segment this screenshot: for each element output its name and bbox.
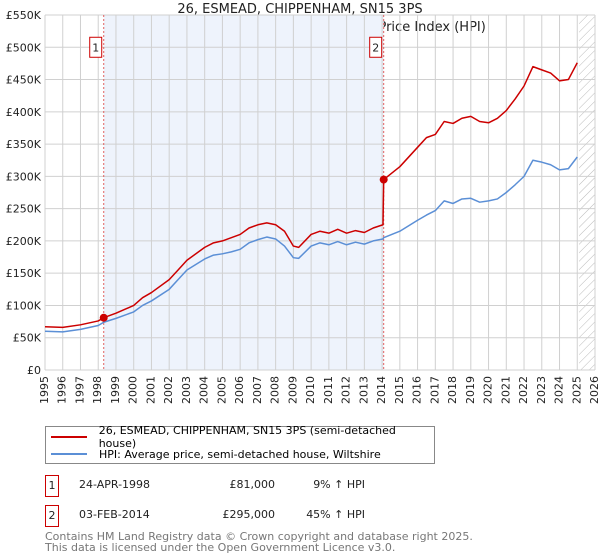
y-tick-label: £100K: [6, 299, 42, 312]
annotation-label: 2: [372, 41, 379, 54]
y-tick-label: £0: [27, 364, 41, 377]
x-tick-label: 2016: [411, 376, 424, 404]
x-tick-label: 2011: [322, 376, 335, 404]
legend: 26, ESMEAD, CHIPPENHAM, SN15 3PS (semi-d…: [45, 424, 435, 464]
x-tick-label: 2002: [162, 376, 175, 404]
y-tick-label: £450K: [6, 74, 42, 87]
transaction-badge: 1: [45, 475, 59, 497]
plot-area: 1995 1996 1997 1998 1999 2000 2001 2002 2003 2004…: [6, 9, 600, 404]
x-tick-label: 2008: [269, 376, 282, 404]
x-tick-label: 1995: [38, 376, 51, 404]
legend-item-hpi: HPI: Average price, semi-detached house,…: [46, 446, 381, 462]
x-tick-label: 2003: [180, 376, 193, 404]
annotation-box: [89, 36, 103, 58]
footer: Contains HM Land Registry data © Crown c…: [45, 531, 473, 553]
x-tick-label: 2024: [553, 376, 566, 404]
x-tick-label: 2014: [375, 376, 388, 404]
y-tick-label: £550K: [6, 9, 42, 22]
x-tick-label: 2020: [482, 376, 495, 404]
x-tick-label: 2018: [446, 376, 459, 404]
y-tick-label: £200K: [6, 235, 42, 248]
x-tick-label: 2006: [233, 376, 246, 404]
x-tick-label: 2010: [304, 376, 317, 404]
x-tick-label: 2017: [428, 376, 441, 404]
x-tick-label: 2015: [393, 376, 406, 404]
y-tick-label: £250K: [6, 203, 42, 216]
transaction-price: £295,000: [222, 508, 276, 521]
series-line: [44, 62, 578, 329]
x-tick-label: 2012: [340, 376, 353, 404]
transaction-row: 2 03-FEB-2014 £295,000 45% ↑ HPI: [45, 505, 365, 527]
x-tick-label: 2023: [535, 376, 548, 404]
x-tick-label: 2005: [215, 376, 228, 404]
legend-swatch-red: [51, 436, 87, 438]
y-tick-label: £500K: [6, 41, 42, 54]
x-tick-label: 1998: [91, 376, 104, 404]
x-tick-label: 2000: [127, 376, 140, 404]
x-tick-label: 2022: [517, 376, 530, 404]
legend-label: 26, ESMEAD, CHIPPENHAM, SN15 3PS (semi-d…: [98, 424, 396, 450]
transaction-price: £81,000: [229, 478, 276, 491]
transaction-badge: 2: [45, 505, 59, 527]
x-tick-label: 2021: [499, 376, 512, 404]
footer-licence: This data is licensed under the Open Gov…: [45, 541, 396, 554]
transaction-hpi: 45% ↑ HPI: [306, 508, 365, 521]
x-tick-label: 2013: [357, 376, 370, 404]
annotation-box: [369, 36, 383, 58]
sale-point: [379, 175, 388, 184]
x-tick-label: 2019: [464, 376, 477, 404]
y-tick-label: £150K: [6, 267, 42, 280]
series-line: [44, 156, 578, 333]
transaction-row: 1 24-APR-1998 £81,000 9% ↑ HPI: [45, 475, 365, 497]
transaction-date: 24-APR-1998: [79, 478, 151, 491]
legend-swatch-blue: [51, 453, 87, 455]
y-tick-label: £50K: [13, 332, 42, 345]
chart-title: 26, ESMEAD, CHIPPENHAM, SN15 3PS: [177, 2, 423, 17]
x-tick-label: 2026: [588, 376, 600, 404]
x-tick-label: 1999: [109, 376, 122, 404]
x-tick-label: 2009: [286, 376, 299, 404]
y-tick-label: £350K: [6, 138, 42, 151]
x-tick-label: 1996: [56, 376, 69, 404]
hatched-future-region: [579, 15, 595, 370]
x-tick-label: 1997: [73, 376, 86, 404]
y-tick-label: £400K: [6, 106, 42, 119]
y-tick-label: £300K: [6, 170, 42, 183]
annotation-label: 1: [92, 41, 99, 54]
transaction-hpi: 9% ↑ HPI: [313, 478, 365, 491]
transaction-date: 03-FEB-2014: [79, 508, 150, 521]
x-tick-label: 2001: [144, 376, 157, 404]
shaded-ownership-period: [103, 15, 384, 370]
legend-label: HPI: Average price, semi-detached house,…: [99, 447, 381, 461]
sale-point: [99, 313, 108, 322]
legend-item-property: 26, ESMEAD, CHIPPENHAM, SN15 3PS (semi-d…: [46, 424, 434, 450]
footer-copyright: Contains HM Land Registry data © Crown c…: [45, 530, 473, 543]
x-tick-label: 2004: [198, 376, 211, 404]
x-tick-label: 2025: [570, 376, 583, 404]
x-tick-label: 2007: [251, 376, 264, 404]
